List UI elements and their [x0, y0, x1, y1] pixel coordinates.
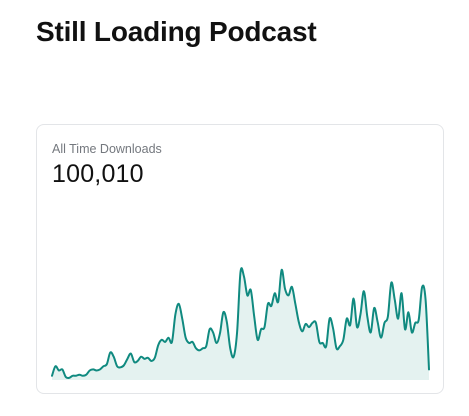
all-time-downloads-card: All Time Downloads 100,010 — [36, 124, 444, 394]
chart-series-line — [51, 267, 430, 379]
chart-area-fill — [52, 268, 429, 380]
page-title: Still Loading Podcast — [36, 16, 317, 47]
downloads-area-chart — [51, 267, 430, 380]
metric-label: All Time Downloads — [52, 142, 162, 156]
metric-value: 100,010 — [52, 160, 144, 188]
